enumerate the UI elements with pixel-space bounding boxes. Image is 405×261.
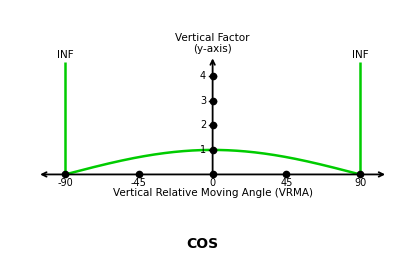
Text: INF: INF: [352, 50, 369, 60]
Text: 3: 3: [200, 96, 206, 106]
Text: -90: -90: [57, 178, 73, 188]
Text: Vertical Factor
(y-axis): Vertical Factor (y-axis): [175, 33, 250, 54]
Text: Vertical Relative Moving Angle (VRMA): Vertical Relative Moving Angle (VRMA): [113, 188, 313, 198]
Text: 90: 90: [354, 178, 366, 188]
Text: -45: -45: [131, 178, 147, 188]
Text: COS: COS: [186, 236, 219, 251]
Text: INF: INF: [57, 50, 73, 60]
Text: 1: 1: [200, 145, 206, 155]
Text: 0: 0: [209, 178, 216, 188]
Text: 2: 2: [200, 120, 206, 130]
Text: 4: 4: [200, 72, 206, 81]
Text: 45: 45: [280, 178, 292, 188]
